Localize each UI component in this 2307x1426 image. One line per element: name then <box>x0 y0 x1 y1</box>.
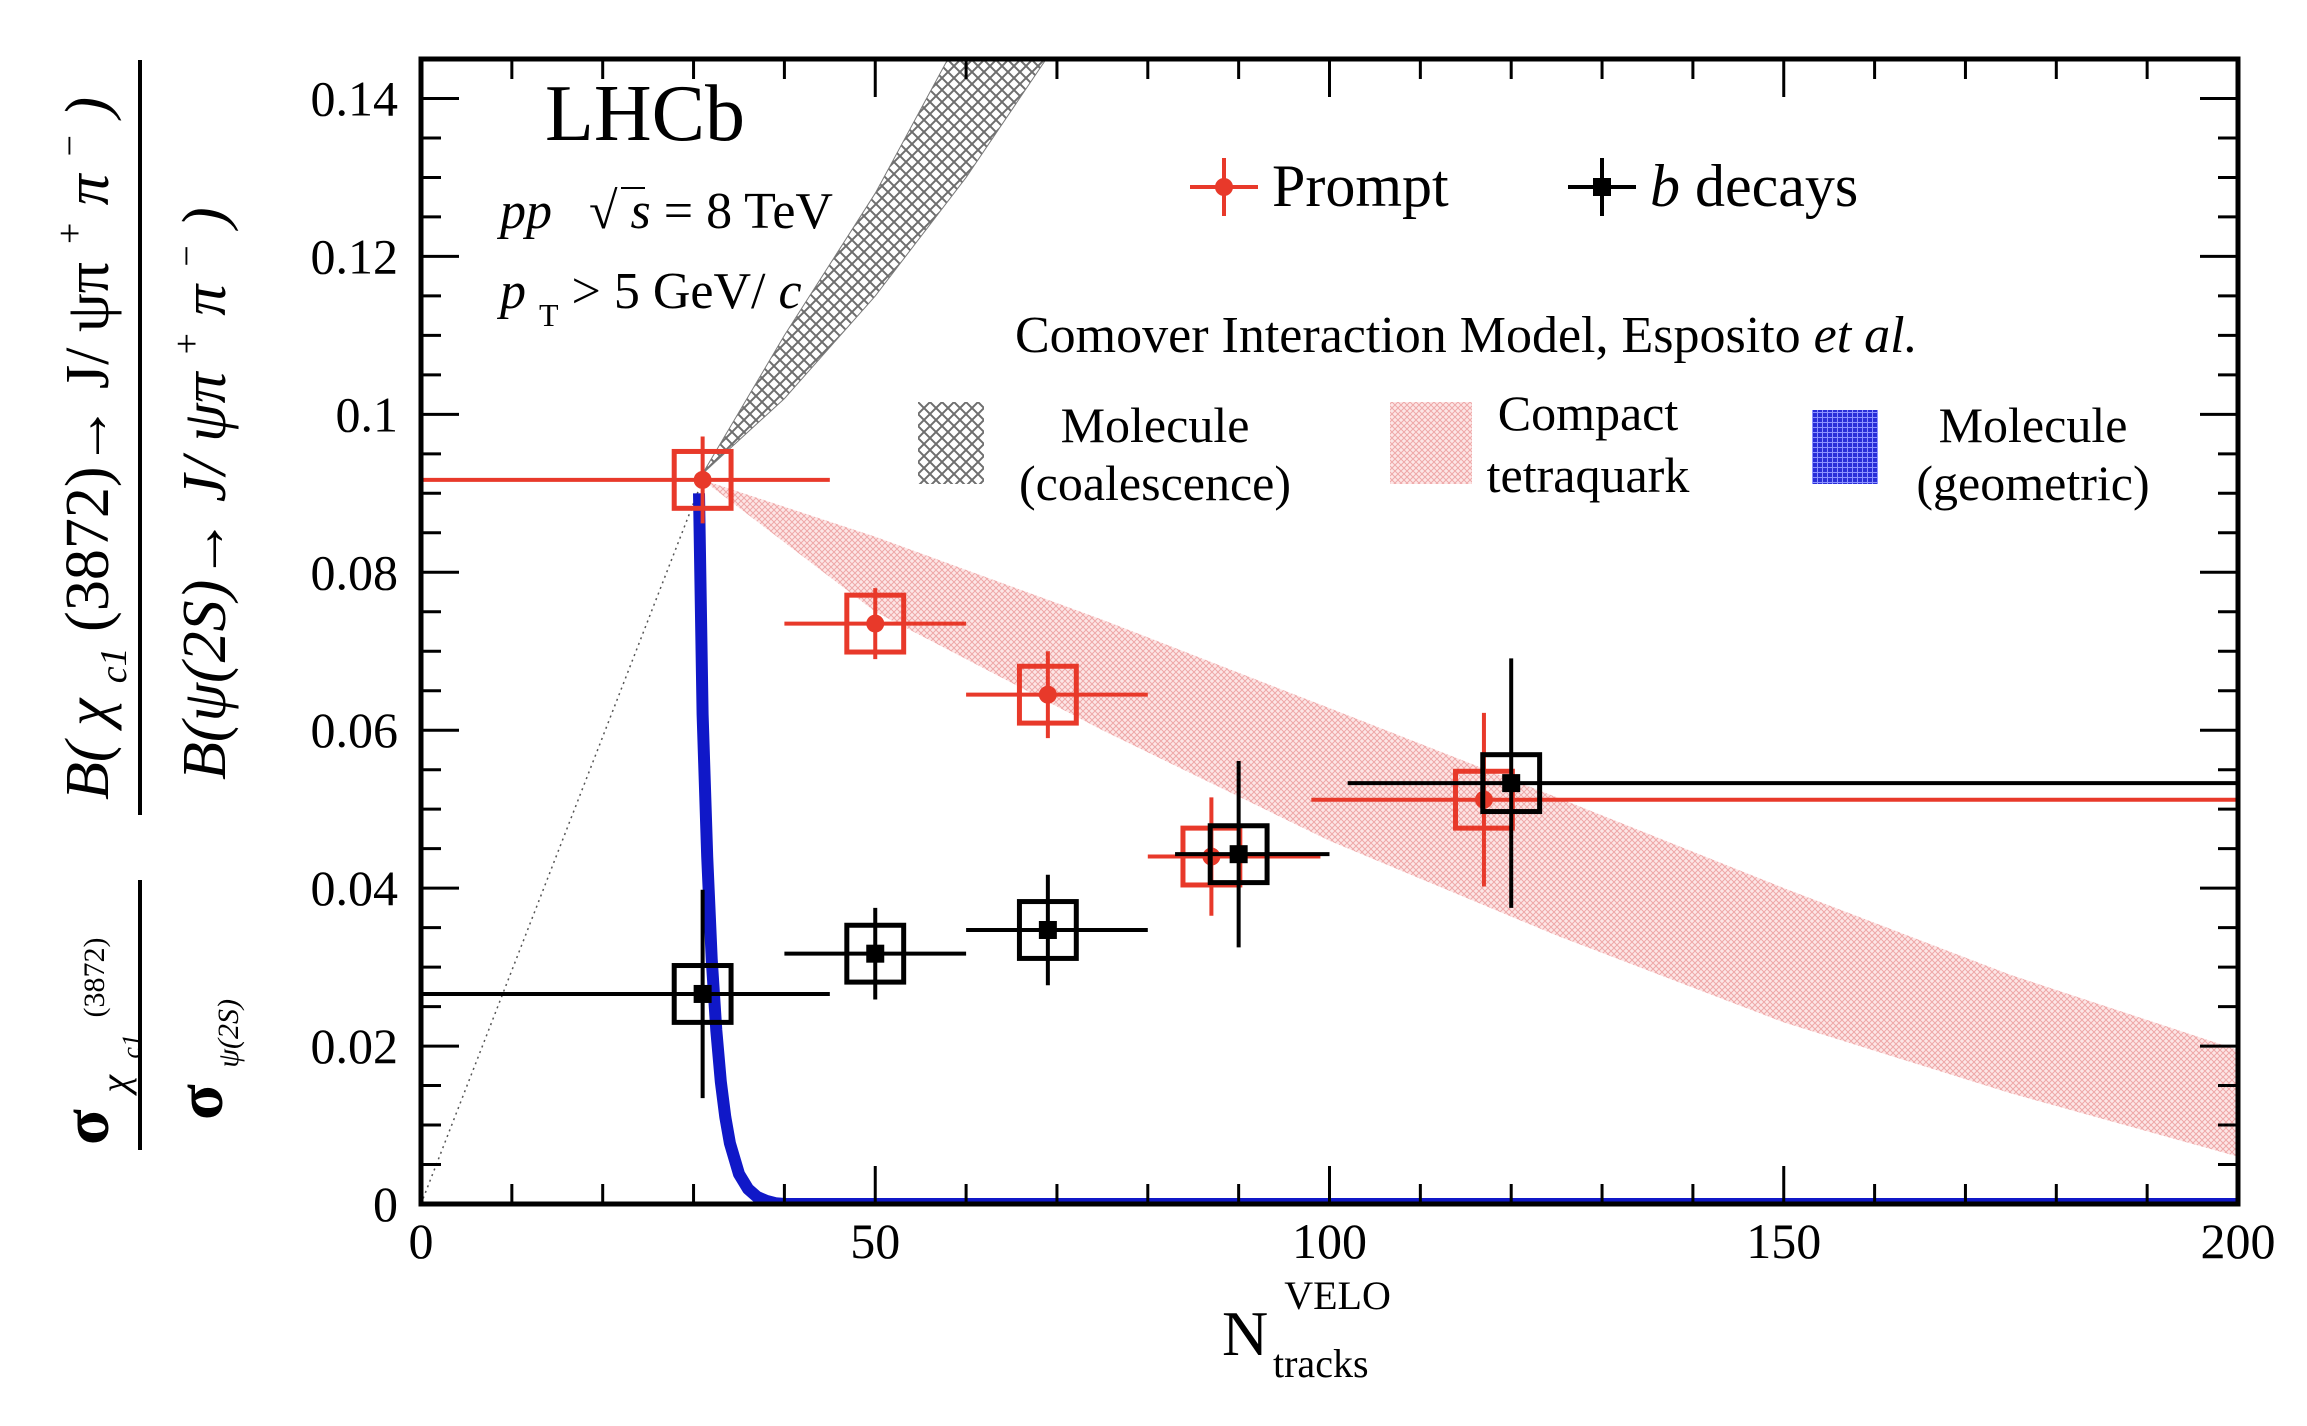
y-num-pi: π <box>54 172 122 205</box>
legend-coalescence-swatch <box>918 402 984 484</box>
tick-labels: 0 50 100 150 200 0 0.02 0.04 0.06 0.08 0.1 0.12 0.14 <box>311 70 2276 1269</box>
prompt-marker-2 <box>1038 685 1057 704</box>
model-title-italic: et al. <box>1814 307 1918 364</box>
y-tick-label: 0.08 <box>311 544 399 600</box>
pt-rest: > 5 GeV/ <box>572 263 767 320</box>
y-sigma-num-chi: χ <box>92 1074 137 1097</box>
x-axis-title: N VELO tracks <box>1222 1252 1407 1386</box>
data-points <box>421 436 2238 1099</box>
legend-geometric-line2: (geometric) <box>1916 455 2149 511</box>
y-num-plus: + <box>49 221 91 247</box>
legend-geometric-swatch <box>1812 410 1878 484</box>
legend-coalescence-line2: (coalescence) <box>1019 455 1291 511</box>
legend-bdecays-rest: decays <box>1695 153 1858 219</box>
y-tick-label: 0.04 <box>311 860 399 916</box>
y-tick-label: 0.02 <box>311 1018 399 1074</box>
y-sigma-num: σ χ c1 (3872) <box>50 937 155 1145</box>
prompt-syst-box-2 <box>1016 663 1079 726</box>
coalescence-band <box>702 59 1047 474</box>
legend-geometric-line1: Molecule <box>1939 397 2128 453</box>
y-den-text: B(ψ(2S)→ J/ ψπ + π − ) <box>145 207 239 780</box>
legend-bdecays-marker <box>1593 178 1611 196</box>
y-num-rest: (3872)→ J/ ψπ <box>54 262 122 632</box>
y-tick-label: 0.14 <box>311 70 399 126</box>
y-den-minus: − <box>166 243 208 269</box>
legend-bdecays-label: b decays <box>1650 153 1858 219</box>
bdecay-syst-box-4 <box>1480 752 1543 815</box>
model-title: Comover Interaction Model, Esposito et a… <box>1015 307 1918 364</box>
prompt-syst-box-0 <box>671 448 734 511</box>
y-sigma-num-sym: σ <box>50 1109 123 1145</box>
y-den-main: B(ψ(2S)→ J/ ψπ <box>171 370 239 780</box>
energy-s: s <box>631 183 651 240</box>
pt-label: p T > 5 GeV/ c <box>496 263 802 338</box>
legend-geometric: Molecule (geometric) <box>1812 397 2150 511</box>
bdecay-marker-0 <box>693 984 712 1003</box>
x-tick-label: 100 <box>1292 1213 1367 1269</box>
y-sigma-den-sym: σ <box>164 1084 237 1120</box>
y-tick-label: 0 <box>373 1176 398 1232</box>
x-tick-label: 200 <box>2201 1213 2276 1269</box>
extrapolation-dotted-line <box>421 479 704 1204</box>
tetraquark-band <box>702 479 2238 1157</box>
y-num-close: ) <box>54 97 122 121</box>
y-den-plus: + <box>166 331 208 357</box>
y-axis-title: B( χ c1 (3872)→ J/ ψπ + π − ) B(ψ(2S)→ J… <box>28 60 245 1150</box>
x-axis-sub: tracks <box>1273 1341 1369 1386</box>
bdecay-marker-1 <box>866 944 885 963</box>
y-num-prefix: B( <box>54 738 122 800</box>
x-axis-n: N <box>1222 1298 1268 1369</box>
y-den-pi: π <box>171 283 239 316</box>
energy-sqrt: √ <box>589 183 618 240</box>
bdecay-syst-box-2 <box>1016 899 1079 961</box>
y-sigma-den-psi: ψ(2S) <box>212 999 245 1068</box>
pt-c: c <box>779 263 802 320</box>
legend-tetraquark-line1: Compact <box>1498 385 1679 441</box>
pt-p: p <box>496 263 526 320</box>
prompt-marker-1 <box>866 614 885 633</box>
bdecay-marker-2 <box>1038 920 1057 939</box>
y-tick-label: 0.06 <box>311 702 399 758</box>
bdecay-marker-4 <box>1502 774 1521 793</box>
y-sigma-den: σ ψ(2S) <box>164 999 245 1120</box>
pt-sub: T <box>539 297 559 333</box>
y-num-text: B( χ c1 (3872)→ J/ ψπ + π − ) <box>28 97 140 800</box>
legend-coalescence-line1: Molecule <box>1061 397 1250 453</box>
legend-prompt: Prompt <box>1190 153 1449 219</box>
prompt-marker-0 <box>693 470 712 489</box>
bdecay-syst-box-0 <box>671 963 734 1025</box>
y-den-close: ) <box>171 207 239 231</box>
legend-tetraquark-line2: tetraquark <box>1487 447 1690 503</box>
x-tick-label: 0 <box>409 1213 434 1269</box>
y-tick-label: 0.1 <box>336 386 399 442</box>
energy-pp: pp <box>496 183 552 240</box>
y-num-minus: − <box>49 133 91 159</box>
bdecay-marker-3 <box>1229 845 1248 864</box>
legend-prompt-marker <box>1215 178 1233 196</box>
x-tick-label: 50 <box>850 1213 900 1269</box>
legend-prompt-label: Prompt <box>1272 153 1449 219</box>
y-num-c1: c1 <box>93 647 135 683</box>
x-axis-sup: VELO <box>1284 1273 1391 1318</box>
y-num-chi: χ <box>54 697 122 731</box>
legend-tetraquark-swatch <box>1390 402 1472 484</box>
legend-coalescence: Molecule (coalescence) <box>918 397 1291 511</box>
energy-value: = 8 TeV <box>664 183 833 240</box>
model-title-text: Comover Interaction Model, Esposito <box>1015 307 1814 364</box>
legend-bdecays: b decays <box>1568 153 1858 219</box>
energy-label: pp √ s = 8 TeV <box>496 183 833 240</box>
legend-tetraquark: Compact tetraquark <box>1390 385 1689 503</box>
prompt-syst-box-1 <box>844 592 907 655</box>
lhcb-label: LHCb <box>545 70 745 158</box>
y-sigma-num-mass: (3872) <box>78 937 111 1017</box>
y-tick-label: 0.12 <box>311 228 399 284</box>
x-tick-label: 150 <box>1746 1213 1821 1269</box>
bdecay-syst-box-3 <box>1207 823 1270 886</box>
bdecay-syst-box-1 <box>844 922 907 985</box>
axis-ticks <box>419 57 2240 1206</box>
legend-bdecays-b: b <box>1650 153 1680 219</box>
